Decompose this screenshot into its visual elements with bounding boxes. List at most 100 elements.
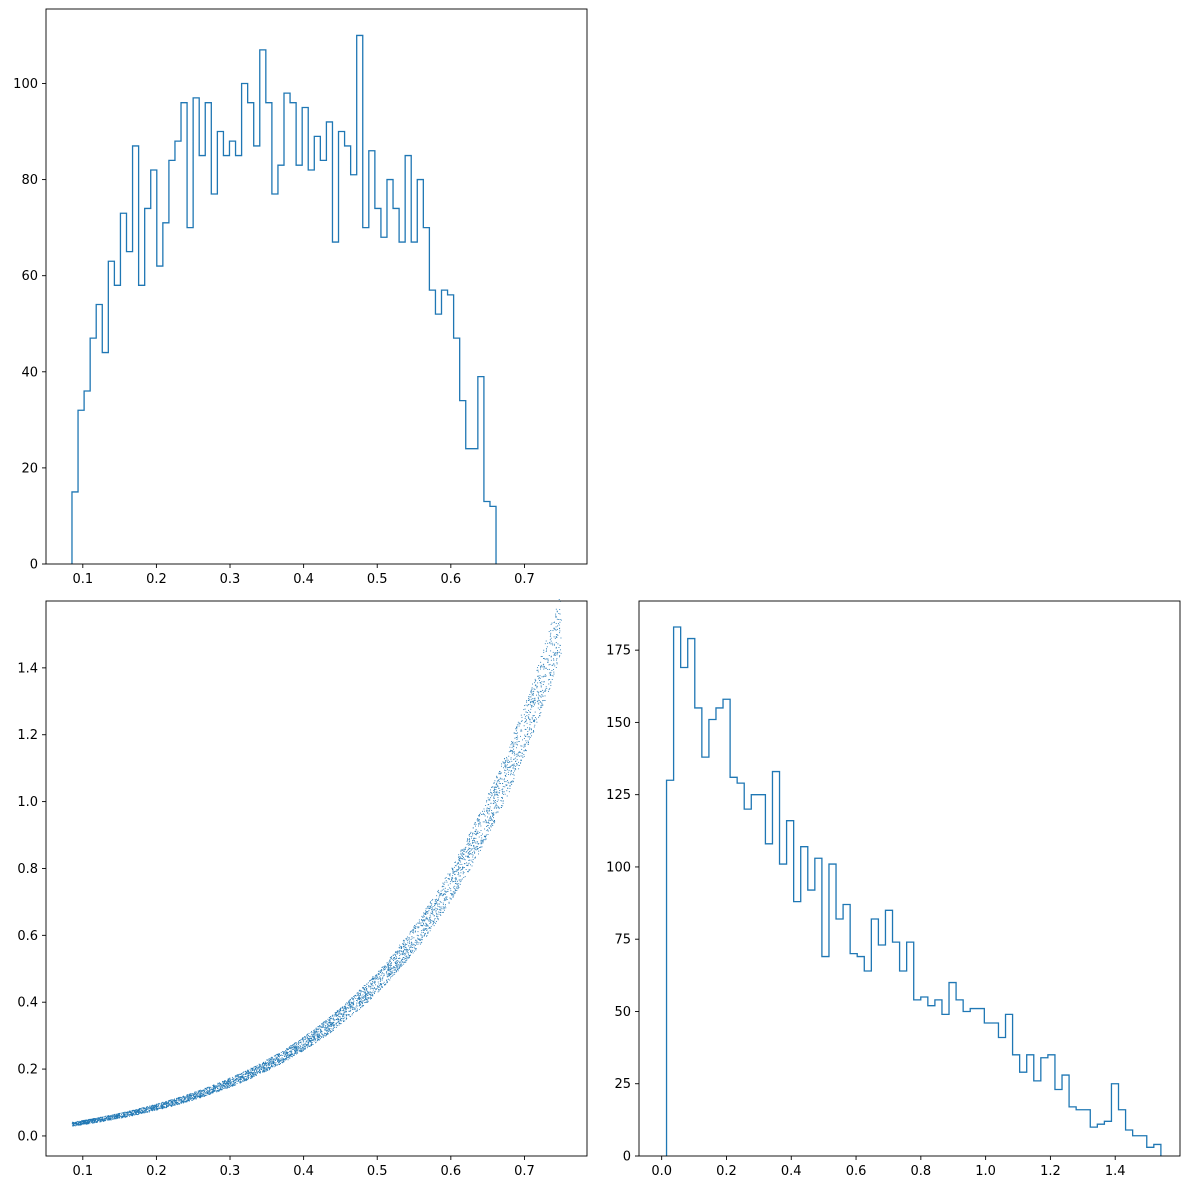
scatter-point — [272, 1065, 274, 1067]
scatter-point — [536, 685, 538, 687]
scatter-point — [494, 806, 496, 808]
scatter-point — [448, 887, 450, 889]
scatter-point — [341, 1016, 343, 1018]
scatter-point — [462, 866, 463, 868]
scatter-point — [337, 1011, 339, 1013]
scatter-point — [401, 947, 403, 949]
scatter-point — [269, 1060, 271, 1062]
scatter-point — [381, 969, 382, 971]
scatter-point — [401, 964, 403, 966]
scatter-point — [276, 1060, 278, 1062]
scatter-point — [360, 1007, 362, 1009]
scatter-point — [114, 1115, 116, 1117]
scatter-point — [497, 797, 499, 798]
scatter-point — [161, 1106, 163, 1108]
scatter-point — [464, 848, 466, 850]
scatter-point — [486, 801, 488, 803]
scatter-point — [486, 821, 487, 823]
scatter-point — [498, 787, 500, 789]
scatter-point — [451, 877, 453, 879]
scatter-point — [168, 1100, 170, 1102]
scatter-point — [398, 968, 400, 969]
scatter-point — [147, 1107, 149, 1109]
scatter-point — [311, 1045, 313, 1047]
scatter-point — [264, 1063, 266, 1065]
scatter-point — [203, 1096, 205, 1097]
scatter-point — [527, 743, 529, 745]
scatter-point — [479, 847, 481, 848]
scatter-point — [391, 971, 392, 973]
scatter-point — [324, 1028, 326, 1030]
scatter-point — [537, 675, 539, 677]
scatter-point — [238, 1081, 240, 1083]
scatter-point — [483, 835, 485, 837]
scatter-point — [518, 723, 520, 725]
scatter-point — [411, 950, 413, 952]
scatter-point — [214, 1089, 216, 1091]
scatter-point — [86, 1120, 88, 1122]
scatter-point — [83, 1121, 84, 1123]
scatter-point — [236, 1082, 238, 1084]
scatter-point — [544, 700, 546, 701]
scatter-point — [458, 879, 460, 881]
scatter-point — [399, 961, 401, 963]
scatter-point — [513, 751, 515, 753]
scatter-point — [405, 947, 406, 948]
scatter-point — [427, 911, 429, 913]
scatter-point — [218, 1083, 220, 1085]
scatter-point — [180, 1101, 182, 1103]
scatter-point — [114, 1115, 116, 1117]
scatter-point — [493, 812, 495, 814]
scatter-point — [426, 918, 428, 919]
scatter-point — [556, 611, 558, 613]
scatter-point — [259, 1072, 261, 1074]
scatter-point — [278, 1053, 280, 1055]
scatter-point — [469, 850, 471, 852]
scatter-point — [414, 950, 415, 952]
scatter-point — [461, 878, 463, 880]
scatter-point — [551, 678, 553, 680]
scatter-point — [460, 853, 462, 855]
scatter-point — [272, 1061, 274, 1062]
scatter-point — [267, 1067, 269, 1069]
scatter-point — [218, 1089, 220, 1091]
scatter-point — [509, 746, 511, 748]
scatter-point — [318, 1039, 320, 1041]
scatter-point — [269, 1067, 271, 1069]
scatter-point — [396, 962, 398, 963]
scatter-point — [480, 840, 482, 842]
scatter-point — [360, 995, 362, 996]
scatter-point — [162, 1107, 164, 1109]
scatter-point — [333, 1024, 335, 1025]
scatter-point — [429, 919, 431, 920]
scatter-point — [452, 895, 454, 897]
scatter-point — [491, 810, 493, 811]
scatter-point — [456, 869, 458, 871]
scatter-point — [527, 700, 529, 701]
scatter-point — [170, 1102, 172, 1104]
scatter-point — [296, 1045, 298, 1047]
scatter-point — [323, 1023, 325, 1025]
scatter-point — [496, 801, 498, 802]
scatter-point — [363, 988, 365, 989]
scatter-point — [518, 741, 520, 742]
scatter-point — [79, 1120, 81, 1122]
scatter-point — [538, 716, 540, 718]
scatter-point — [142, 1107, 143, 1109]
scatter-point — [241, 1076, 243, 1078]
scatter-point — [267, 1062, 269, 1064]
scatter-point — [290, 1051, 292, 1053]
scatter-point — [513, 768, 515, 770]
scatter-point — [455, 882, 457, 884]
scatter-point — [546, 649, 547, 651]
scatter-point — [332, 1029, 334, 1031]
scatter-point — [445, 890, 447, 892]
scatter-point — [364, 995, 365, 997]
scatter-point — [143, 1111, 145, 1112]
scatter-point — [493, 801, 495, 803]
scatter-point — [252, 1074, 254, 1075]
scatter-point — [117, 1113, 119, 1115]
scatter-point — [322, 1034, 323, 1036]
scatter-point — [505, 773, 507, 775]
scatter-point — [486, 825, 488, 827]
